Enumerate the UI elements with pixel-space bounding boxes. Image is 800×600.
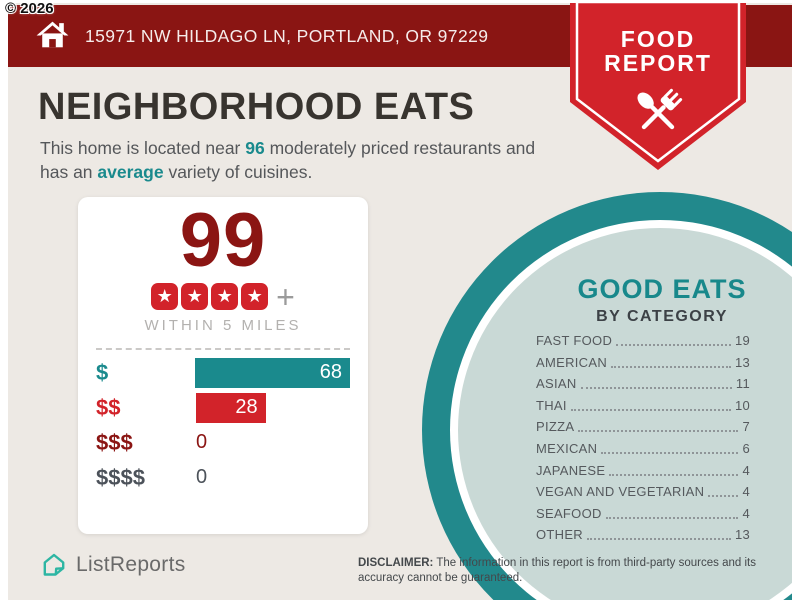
star-rating: ★ ★ ★ ★ + bbox=[78, 278, 368, 315]
category-name: VEGAN AND VEGETARIAN bbox=[536, 484, 705, 500]
star-icon: ★ bbox=[181, 283, 209, 311]
spoon-fork-icon bbox=[637, 88, 683, 130]
category-count: 10 bbox=[734, 397, 750, 413]
score-card: 99 ★ ★ ★ ★ + WITHIN 5 MILES $68 $$ 28 $$$ 0 $$$$ 0 bbox=[78, 197, 368, 534]
price-value: 68 bbox=[319, 361, 342, 384]
category-count: 4 bbox=[742, 484, 750, 500]
category-row: ASIAN 11 bbox=[536, 377, 750, 391]
star-icon: ★ bbox=[151, 283, 179, 311]
brand-name: ListReports bbox=[76, 553, 186, 576]
category-count: 7 bbox=[742, 419, 750, 435]
restaurant-score: 99 bbox=[179, 198, 267, 283]
price-row: $$$ 0 bbox=[96, 428, 350, 458]
ribbon-line1: FOOD bbox=[621, 26, 695, 52]
price-row: $68 bbox=[96, 357, 350, 388]
summary-mid: moderately priced restaurants and has an bbox=[40, 138, 536, 182]
disclaimer-label: DISCLAIMER: bbox=[358, 557, 434, 569]
price-label: $ bbox=[96, 359, 109, 385]
price-row: $$ 28 bbox=[96, 392, 350, 423]
price-label: $$$ bbox=[96, 429, 133, 455]
category-count: 4 bbox=[742, 462, 750, 478]
price-label: $$ bbox=[96, 394, 121, 420]
category-name: PIZZA bbox=[536, 419, 575, 435]
dotted-leader bbox=[601, 451, 739, 454]
category-name: SEAFOOD bbox=[536, 505, 602, 521]
variety-highlight: average bbox=[97, 161, 164, 182]
category-row: OTHER 13 bbox=[536, 528, 750, 542]
good-eats-heading: GOOD EATS BY CATEGORY bbox=[532, 274, 792, 326]
price-row: $$$$ 0 bbox=[96, 463, 350, 493]
price-value: 0 bbox=[196, 431, 208, 454]
category-count: 11 bbox=[735, 376, 750, 392]
dotted-leader bbox=[605, 516, 739, 519]
listreports-logo-icon bbox=[43, 553, 65, 576]
dotted-leader bbox=[580, 387, 732, 390]
property-address: 15971 NW HILDAGO LN, PORTLAND, OR 97229 bbox=[85, 25, 489, 46]
dotted-leader bbox=[611, 365, 731, 368]
good-eats-subtitle: BY CATEGORY bbox=[596, 308, 728, 325]
restaurant-count: 96 bbox=[245, 138, 265, 158]
plus-icon: + bbox=[276, 278, 295, 315]
good-eats-circle-fill bbox=[458, 228, 792, 600]
price-label: $$$$ bbox=[96, 464, 145, 490]
listreports-brand: ListReports bbox=[40, 551, 186, 579]
summary-post: variety of cuisines. bbox=[163, 161, 313, 182]
star-icon: ★ bbox=[211, 283, 239, 311]
category-row: FAST FOOD 19 bbox=[536, 334, 750, 348]
category-name: FAST FOOD bbox=[536, 333, 613, 348]
category-name: OTHER bbox=[536, 527, 583, 543]
category-count: 19 bbox=[734, 333, 750, 348]
report-background: 15971 NW HILDAGO LN, PORTLAND, OR 97229 … bbox=[8, 3, 792, 600]
page-title: NEIGHBORHOOD EATS bbox=[38, 86, 475, 128]
category-row: THAI 10 bbox=[536, 397, 750, 413]
category-row: PIZZA 7 bbox=[536, 420, 750, 434]
disclaimer-text: The information in this report is from t… bbox=[358, 557, 756, 585]
category-row: VEGAN AND VEGETARIAN 4 bbox=[536, 485, 750, 499]
price-bar: 68 bbox=[194, 357, 350, 388]
category-count: 13 bbox=[734, 527, 750, 543]
category-name: THAI bbox=[536, 397, 567, 413]
disclaimer: DISCLAIMER: The information in this repo… bbox=[358, 556, 782, 586]
category-row: SEAFOOD 4 bbox=[536, 505, 750, 521]
summary-text: This home is located near 96 moderately … bbox=[40, 137, 565, 184]
category-name: AMERICAN bbox=[536, 354, 608, 370]
price-bar-chart: $68 $$ 28 $$$ 0 $$$$ 0 bbox=[96, 357, 350, 493]
good-eats-title: GOOD EATS bbox=[577, 274, 747, 304]
ribbon-line2: REPORT bbox=[604, 50, 712, 76]
category-row: MEXICAN 6 bbox=[536, 440, 750, 456]
category-count: 13 bbox=[734, 354, 750, 370]
dotted-leader bbox=[708, 495, 739, 498]
radius-caption: WITHIN 5 MILES bbox=[144, 316, 302, 334]
dashed-divider bbox=[96, 347, 350, 350]
dotted-leader bbox=[570, 408, 731, 411]
category-row: AMERICAN 13 bbox=[536, 354, 750, 370]
category-count: 4 bbox=[742, 505, 750, 521]
price-value: 28 bbox=[235, 396, 258, 419]
star-icon: ★ bbox=[241, 283, 269, 311]
category-count: 6 bbox=[742, 440, 750, 456]
dotted-leader bbox=[616, 344, 731, 346]
category-name: JAPANESE bbox=[536, 462, 606, 478]
summary-pre: This home is located near bbox=[40, 138, 246, 158]
category-list: FAST FOOD 19 AMERICAN 13 ASIAN 11 THAI 10 PIZZA 7… bbox=[536, 334, 750, 550]
price-bar: 28 bbox=[196, 392, 266, 423]
price-value: 0 bbox=[196, 466, 208, 489]
category-name: MEXICAN bbox=[536, 440, 598, 456]
dotted-leader bbox=[609, 473, 739, 476]
category-name: ASIAN bbox=[536, 376, 577, 392]
home-icon bbox=[36, 21, 69, 47]
copyright-stamp: © 2026 bbox=[5, 0, 54, 17]
category-row: JAPANESE 4 bbox=[536, 462, 750, 478]
dotted-leader bbox=[587, 538, 731, 541]
food-report-ribbon: FOOD REPORT bbox=[570, 3, 746, 170]
dotted-leader bbox=[578, 430, 739, 433]
